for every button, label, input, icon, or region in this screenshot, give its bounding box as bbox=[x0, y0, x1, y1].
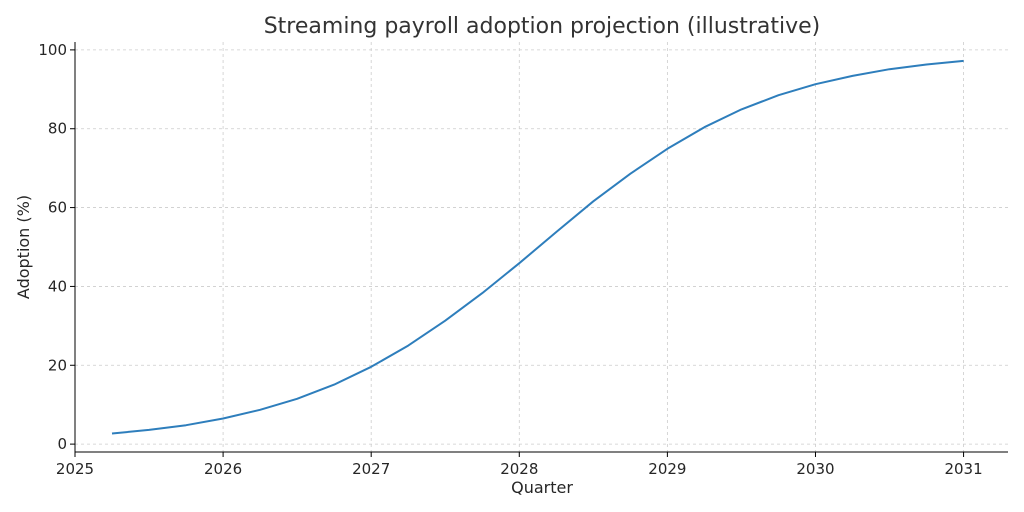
tick-marks bbox=[70, 49, 965, 457]
x-tick-label: 2026 bbox=[204, 460, 242, 478]
chart-title: Streaming payroll adoption projection (i… bbox=[264, 14, 821, 39]
y-tick-label: 100 bbox=[38, 41, 67, 59]
axes-spines bbox=[74, 42, 1008, 453]
x-tick-label: 2028 bbox=[500, 460, 538, 478]
x-axis-label: Quarter bbox=[511, 478, 573, 497]
y-tick-label: 0 bbox=[57, 435, 67, 453]
y-tick-label: 60 bbox=[48, 199, 67, 217]
grid-lines bbox=[74, 42, 1008, 452]
y-tick-labels: 0 20 40 60 80 100 bbox=[38, 41, 67, 453]
y-tick-label: 20 bbox=[48, 356, 67, 374]
series-line bbox=[111, 59, 964, 435]
x-tick-label: 2030 bbox=[796, 460, 834, 478]
x-tick-label: 2029 bbox=[648, 460, 686, 478]
y-axis-label: Adoption (%) bbox=[14, 195, 33, 299]
series-layer bbox=[111, 59, 964, 435]
x-tick-label: 2031 bbox=[944, 460, 982, 478]
x-tick-labels: 2025 2026 2027 2028 2029 2030 2031 bbox=[56, 460, 983, 478]
x-tick-label: 2027 bbox=[352, 460, 390, 478]
y-tick-label: 80 bbox=[48, 120, 67, 138]
y-tick-label: 40 bbox=[48, 277, 67, 295]
x-tick-label: 2025 bbox=[56, 460, 94, 478]
